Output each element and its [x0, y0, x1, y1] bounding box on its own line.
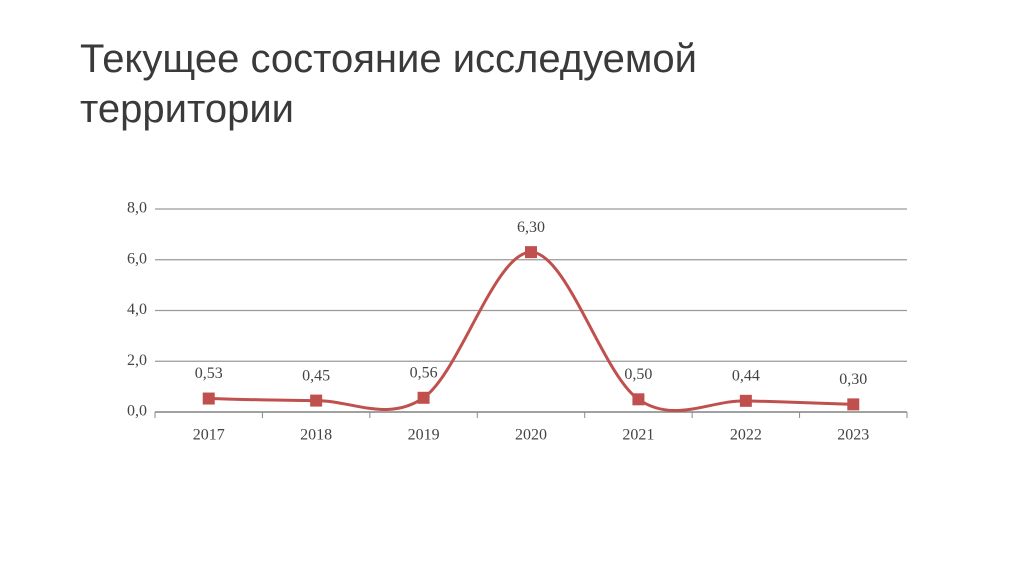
x-tick-label: 2019	[408, 427, 440, 444]
y-tick-label: 4,0	[127, 301, 147, 318]
data-label: 6,30	[517, 219, 545, 236]
x-tick-label: 2023	[837, 427, 869, 444]
x-tick-label: 2021	[622, 427, 654, 444]
x-tick-label: 2020	[515, 427, 547, 444]
x-tick-label: 2018	[300, 427, 332, 444]
marker	[847, 398, 860, 411]
data-label: 0,44	[732, 368, 760, 385]
y-tick-label: 8,0	[127, 200, 147, 217]
line	[208, 250, 854, 413]
data-label: 0,30	[839, 371, 867, 388]
x-tick-label: 2022	[730, 427, 762, 444]
marker	[525, 246, 537, 259]
marker	[417, 391, 430, 404]
y-tick-label: 6,0	[127, 250, 147, 267]
marker	[310, 394, 323, 407]
marker	[739, 394, 752, 407]
data-label: 0,45	[302, 367, 330, 384]
marker	[632, 393, 645, 406]
slide-title: Текущее состояние исследуемой территории	[80, 37, 697, 131]
marker	[202, 392, 215, 405]
data-label: 0,50	[624, 366, 652, 383]
data-label: 0,53	[195, 365, 223, 382]
data-label: 0,56	[410, 364, 438, 381]
y-tick-label: 2,0	[127, 352, 147, 369]
y-tick-label: 0,0	[127, 403, 147, 420]
x-tick-label: 2017	[193, 427, 225, 444]
